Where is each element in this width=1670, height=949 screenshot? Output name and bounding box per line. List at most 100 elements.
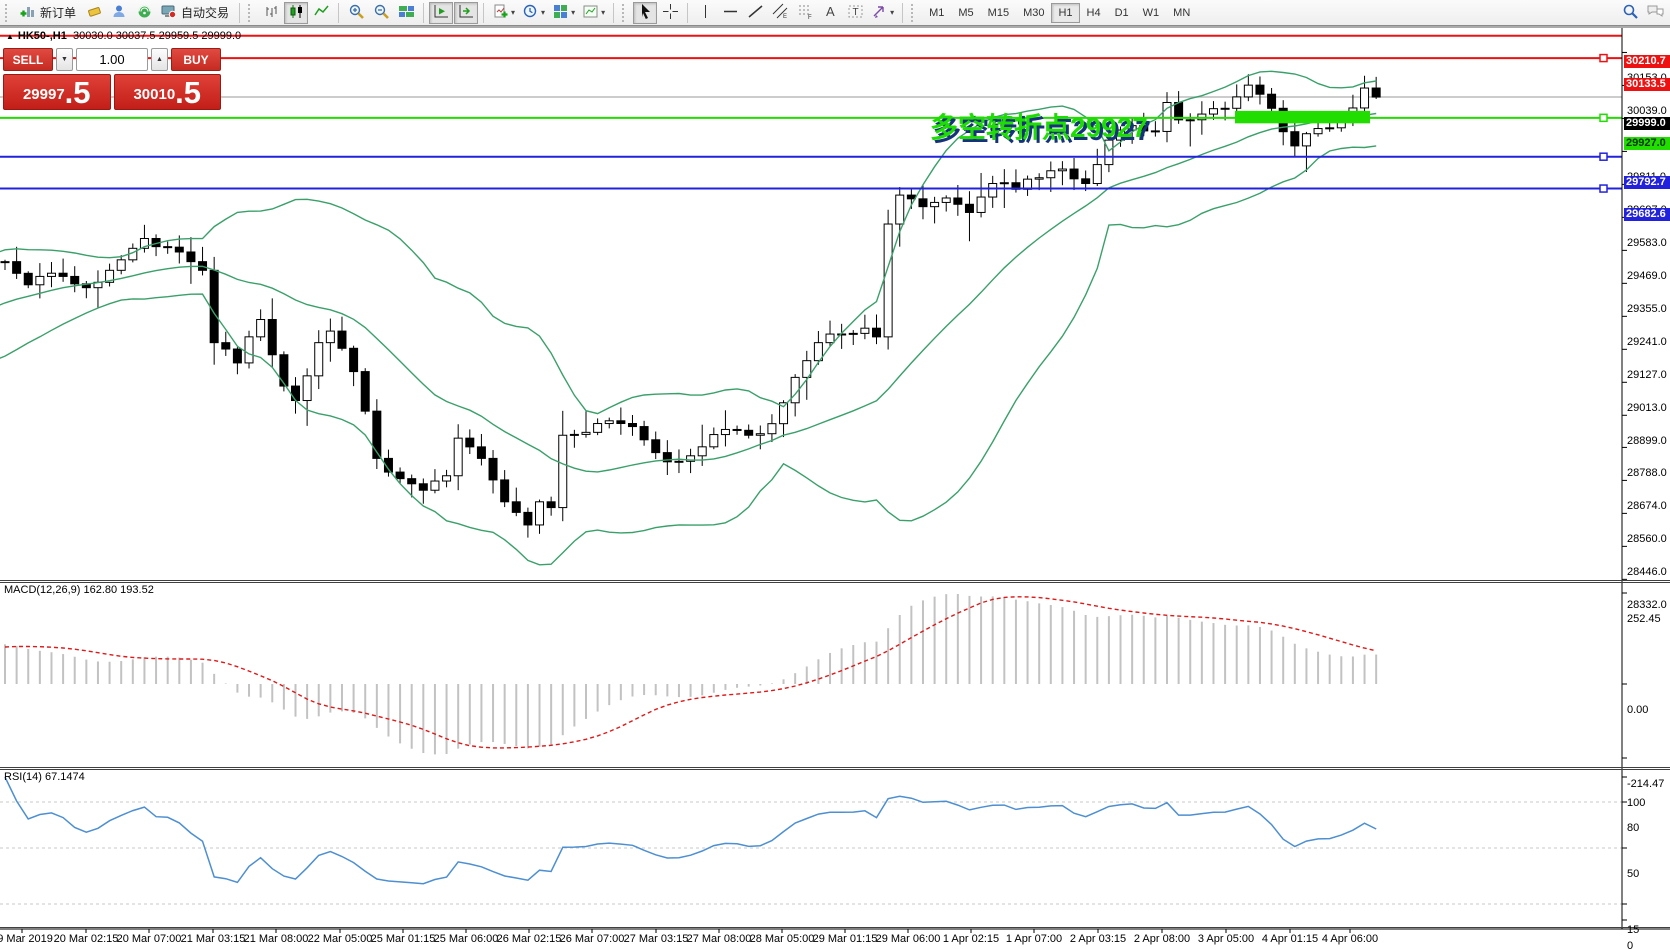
price-level-label[interactable]: 30210.7 (1624, 55, 1670, 69)
price-level-label[interactable]: 29999.0 (1624, 116, 1670, 130)
vertical-line-button[interactable] (693, 2, 717, 24)
price-level-label[interactable]: 30133.5 (1624, 77, 1670, 91)
candlestick-button[interactable] (284, 1, 309, 24)
chart-shift-button[interactable] (454, 1, 479, 24)
new-order-button[interactable]: 新订单 (16, 2, 81, 24)
axis-tick-label: 28674.0 (1627, 499, 1667, 512)
chevron-down-icon: ▾ (890, 7, 895, 17)
bar-chart-button[interactable] (259, 2, 283, 24)
toolbar-grip[interactable] (622, 3, 629, 22)
axis-tick-label: 50 (1627, 867, 1640, 880)
price-chart-canvas[interactable] (0, 26, 1670, 949)
toolbar-separator (338, 2, 340, 23)
cursor-icon (637, 3, 654, 23)
periods-clock-icon (522, 3, 539, 23)
price-level-label[interactable]: 29927.0 (1624, 137, 1670, 151)
timeframe-button-m5[interactable]: M5 (951, 3, 980, 23)
axis-tick-label: 29127.0 (1627, 368, 1667, 381)
scroll-to-end-icon (433, 3, 450, 23)
crosshair-button[interactable] (658, 2, 682, 24)
timeframe-button-d1[interactable]: D1 (1108, 3, 1136, 23)
eraser-button[interactable] (82, 2, 106, 24)
volume-down-button[interactable]: ▼ (56, 48, 73, 71)
scroll-to-end-button[interactable] (429, 1, 454, 24)
svg-text:E: E (783, 14, 787, 20)
axis-tick-label: 29241.0 (1627, 335, 1667, 348)
profile-button[interactable] (107, 2, 131, 24)
channel-button[interactable]: E (768, 2, 792, 24)
time-axis-label: 20 Mar 07:00 (116, 933, 182, 945)
chevron-down-icon: ▾ (601, 7, 606, 17)
time-axis-label: 26 Mar 02:15 (496, 933, 562, 945)
profiles-grid-icon (552, 3, 569, 23)
chevron-down-icon: ▾ (541, 7, 546, 17)
arrows-button[interactable]: ▾ (868, 2, 897, 24)
chart-annotation-text[interactable]: 多空转折点29927 (930, 112, 1148, 143)
timeframe-button-h1[interactable]: H1 (1051, 2, 1080, 23)
toolbar-separator (239, 2, 241, 23)
axis-tick-label: 28332.0 (1627, 598, 1667, 611)
timeframe-button-m15[interactable]: M15 (981, 3, 1016, 23)
timeframe-button-m30[interactable]: M30 (1016, 3, 1051, 23)
trendline-button[interactable] (743, 2, 767, 24)
time-axis-label: 1 Apr 07:00 (1005, 933, 1063, 945)
buy-price-tile[interactable]: 30010.5 (113, 74, 221, 110)
price-level-label[interactable]: 29792.7 (1624, 176, 1670, 190)
time-axis-label: 25 Mar 06:00 (433, 933, 499, 945)
timeframe-button-mn[interactable]: MN (1166, 3, 1197, 23)
zoom-out-button[interactable] (369, 2, 393, 24)
new-order-chart-icon (19, 3, 36, 23)
volume-input[interactable] (76, 48, 148, 71)
time-axis-label: 21 Mar 08:00 (243, 933, 309, 945)
periods-clock-button[interactable]: ▾ (519, 2, 548, 24)
signal-button[interactable] (132, 2, 156, 24)
timeframe-button-w1[interactable]: W1 (1136, 3, 1167, 23)
buy-button[interactable]: BUY (171, 48, 221, 71)
toolbar-grip[interactable] (911, 3, 918, 22)
horizontal-line-button[interactable] (718, 2, 742, 24)
volume-up-button[interactable]: ▲ (151, 48, 168, 71)
search-button[interactable] (1618, 2, 1642, 24)
sell-price-fraction: .5 (64, 75, 91, 110)
svg-text:A: A (826, 4, 835, 19)
text-button[interactable]: A (818, 2, 842, 24)
fibonacci-button[interactable]: F (793, 2, 817, 24)
sell-price-tile[interactable]: 29997.5 (3, 74, 111, 110)
timeframe-button-m1[interactable]: M1 (922, 3, 951, 23)
chevron-down-icon: ▾ (511, 7, 516, 17)
toolbar-grip[interactable] (248, 3, 255, 22)
svg-text:T: T (852, 7, 858, 18)
label-button[interactable]: T (843, 2, 867, 24)
axis-tick-label: 29013.0 (1627, 401, 1667, 414)
templates-icon (582, 3, 599, 23)
axis-tick-label: 28560.0 (1627, 532, 1667, 545)
time-axis-label: 4 Apr 01:15 (1261, 933, 1319, 945)
chevron-down-icon: ▾ (571, 7, 576, 17)
time-axis-label: 3 Apr 05:00 (1197, 933, 1255, 945)
sell-button[interactable]: SELL (3, 48, 53, 71)
trendline-icon (747, 3, 764, 23)
price-level-label[interactable]: 29682.6 (1624, 208, 1670, 222)
axis-tick-label: 80 (1627, 821, 1640, 834)
collapse-arrow-icon[interactable]: ▲ (6, 32, 14, 41)
chart-area[interactable]: ▲ HK50-,H1 30030.0 30037.5 29959.5 29999.… (0, 26, 1670, 949)
chat-button[interactable] (1643, 2, 1668, 24)
autotrade-label: 自动交易 (181, 6, 230, 20)
profiles-grid-button[interactable]: ▾ (549, 2, 578, 24)
line-chart-button[interactable] (309, 2, 333, 24)
zoom-in-button[interactable] (344, 2, 368, 24)
sell-price-main: 29997 (22, 86, 65, 103)
autotrade-button[interactable]: 自动交易 (157, 2, 234, 24)
axis-tick-label: 28788.0 (1627, 466, 1667, 479)
timeframe-button-h4[interactable]: H4 (1080, 3, 1108, 23)
indicators-button[interactable]: ▾ (489, 2, 518, 24)
toolbar-grip[interactable] (5, 3, 12, 22)
profile-icon (111, 3, 128, 23)
tile-windows-button[interactable] (394, 2, 418, 24)
templates-button[interactable]: ▾ (579, 2, 608, 24)
cursor-button[interactable] (633, 1, 658, 24)
tile-windows-icon (398, 3, 415, 23)
signal-icon (136, 3, 153, 23)
time-axis-label: 1 Apr 02:15 (942, 933, 1000, 945)
